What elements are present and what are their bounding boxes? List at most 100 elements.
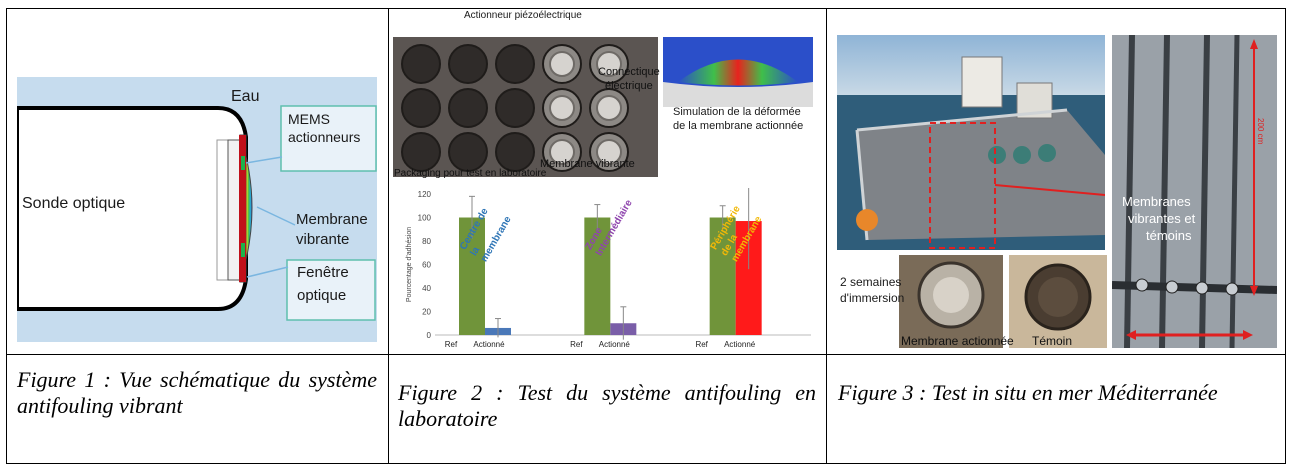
figure-table: Eau Sonde optique MEMS actionneurs Membr… [6,8,1286,464]
label-membrane-vibrante: Membrane vibrante [540,158,635,170]
mount-background [1112,35,1277,348]
label-membrane-line2: vibrante [296,231,350,248]
buoy-2 [1013,146,1031,164]
mems-pointer-line [245,156,283,164]
label-fenetre-line2: optique [297,287,347,304]
x-label-ref-1: Ref [445,340,458,349]
figure-2-panel: 0 20 40 60 80 100 120 Pourcentage d'adhésion Ref… [393,10,823,352]
mems-actuator-bottom [241,243,245,257]
plate-hole-ring-5 [596,51,622,77]
antifouling-schematic [17,77,377,342]
label-simulation-line1: Simulation de la déformée [673,106,801,118]
label-packaging: Packaging pour test en laboratoire [394,168,547,179]
actuator-plate-photo [393,37,658,177]
caption-figure-3: Figure 3 : Test in situ en mer Méditerra… [838,380,1218,405]
x-label-actionne-2: Actionné [599,340,631,349]
figure-1-diagram [17,77,377,342]
label-membranes-line3: témoins [1146,228,1192,243]
plate-hole-2 [448,44,488,84]
label-temoin: Témoin [1032,334,1073,348]
y-axis-label: Pourcentage d'adhésion [406,227,413,302]
table-row-divider [6,354,1286,355]
membrane-knob-2 [1165,280,1179,294]
plate-hole-12 [448,132,488,172]
scale-arrow-top [1250,39,1258,49]
y-tick-label: 100 [418,214,432,223]
x-label-actionne-3: Actionné [724,340,756,349]
pontoon-photo [837,35,1105,250]
mount-rail-2 [1159,35,1170,348]
buoy-3 [1038,144,1056,162]
optical-window-frame [216,139,230,281]
figure-3-photos [837,35,1277,348]
simulation-thumbnail [663,37,813,107]
y-tick-label: 120 [418,190,432,199]
scale-arrow-right [1243,330,1253,340]
window-label-box [286,259,376,321]
label-sonde-optique: Sonde optique [22,195,126,212]
membrane-edge [239,135,246,282]
bar-ref-2 [584,217,611,335]
plate-hole-ring-9 [549,95,575,121]
table-col-divider-2 [826,8,827,464]
caption-figure-1: Figure 1 : Vue schématique du système an… [17,367,377,418]
buoy-1 [988,146,1006,164]
control-membrane-closeup [1009,255,1107,348]
table-border-bottom [6,463,1286,464]
label-actionneur: Actionneur piézoélectrique [464,10,582,21]
plate-hole-ring-14 [549,139,575,165]
plate-hole-ring-4 [549,51,575,77]
plate-hole-3 [495,44,535,84]
closeup-2-fouled-center [1038,277,1078,317]
table-border-top [6,8,1286,9]
y-tick-label: 40 [422,284,431,293]
plate-hole-ring-15 [596,139,622,165]
label-semaines-line1: 2 semaines [840,275,902,289]
label-semaines-line2: d'immersion [840,291,905,305]
label-membranes-line1: Membranes [1122,194,1191,209]
actuated-membrane-closeup [899,255,1003,348]
label-scale-200cm: 200 cm [1256,118,1265,145]
highlight-arrow-line [994,184,1105,196]
y-tick-label: 60 [422,261,431,270]
label-connectique-line1: Connectique [598,66,660,78]
membrane-pointer-line [256,206,296,226]
table-col-divider-1 [388,8,389,464]
y-tick-label: 80 [422,237,431,246]
bar-ref-3 [709,217,736,335]
mount-rail-1 [1124,35,1135,348]
pontoon-deck [857,110,1105,240]
control-box-1 [961,56,1003,108]
adhesion-bar-chart: 0 20 40 60 80 100 120 Pourcentage d'adhésion Ref… [406,188,811,349]
label-mems-line1: MEMS [288,111,330,127]
scale-arrow-left [1126,330,1136,340]
mems-actuator-top [241,156,245,170]
label-connectique-line2: électrique [605,80,653,92]
closeup-1-center [933,277,969,313]
label-mems-line2: actionneurs [288,129,361,145]
table-border-left [6,8,7,464]
fender-orange [856,209,878,231]
mems-label-box [280,105,377,172]
plate-hole-7 [448,88,488,128]
membrane-knob-1 [1135,278,1149,292]
scale-arrow-bottom [1250,286,1258,296]
table-border-right [1285,8,1286,464]
x-label-ref-2: Ref [570,340,583,349]
label-eau: Eau [231,88,260,105]
membrane-knob-4 [1225,282,1239,296]
y-tick-label: 20 [422,308,431,317]
plate-hole-13 [495,132,535,172]
railing-top [856,108,1068,132]
plate-hole-8 [495,88,535,128]
mount-rail-3 [1199,35,1210,348]
window-pointer-line [246,266,289,278]
label-membrane-line1: Membrane [296,211,368,228]
x-label-ref-3: Ref [695,340,708,349]
label-membrane-actionnee: Membrane actionnée [901,334,1014,348]
highlight-dashed-box [929,122,996,249]
plate-hole-11 [401,132,441,172]
x-label-actionne-1: Actionné [473,340,505,349]
label-membranes-line2: vibrantes et [1128,211,1196,226]
label-fenetre-line1: Fenêtre [297,264,349,281]
